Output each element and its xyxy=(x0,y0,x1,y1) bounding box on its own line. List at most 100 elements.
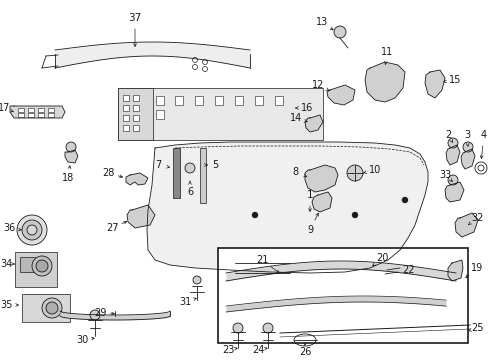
Circle shape xyxy=(352,212,358,218)
Circle shape xyxy=(347,165,363,181)
Bar xyxy=(195,96,203,105)
Bar xyxy=(255,96,263,105)
Polygon shape xyxy=(425,70,445,98)
Bar xyxy=(133,105,139,111)
Text: 35: 35 xyxy=(0,300,12,310)
Circle shape xyxy=(185,163,195,173)
Text: 31: 31 xyxy=(179,297,191,307)
Bar xyxy=(123,95,129,101)
Bar xyxy=(128,110,136,119)
Text: 18: 18 xyxy=(62,173,74,183)
Bar xyxy=(118,88,323,140)
Bar xyxy=(123,105,129,111)
Text: 33: 33 xyxy=(439,170,451,180)
Polygon shape xyxy=(305,115,323,132)
Bar xyxy=(48,113,54,117)
Polygon shape xyxy=(448,260,463,281)
Bar xyxy=(156,96,164,105)
Text: 28: 28 xyxy=(102,168,114,178)
Bar xyxy=(28,108,34,112)
Circle shape xyxy=(66,142,76,152)
Bar xyxy=(22,294,70,322)
Text: 5: 5 xyxy=(212,160,218,170)
Bar xyxy=(128,96,136,105)
Circle shape xyxy=(42,298,62,318)
Circle shape xyxy=(90,310,100,320)
Text: 30: 30 xyxy=(76,335,88,345)
Bar xyxy=(142,110,150,119)
Text: 11: 11 xyxy=(381,47,393,57)
Bar xyxy=(142,96,150,105)
Text: 36: 36 xyxy=(3,223,15,233)
Circle shape xyxy=(202,67,207,72)
Polygon shape xyxy=(126,173,148,185)
Circle shape xyxy=(27,225,37,235)
Bar xyxy=(235,96,243,105)
Polygon shape xyxy=(445,182,464,202)
Bar xyxy=(20,257,35,272)
Text: 14: 14 xyxy=(290,113,302,123)
Text: 25: 25 xyxy=(471,323,483,333)
Bar xyxy=(275,96,283,105)
Polygon shape xyxy=(65,150,78,163)
Circle shape xyxy=(22,220,42,240)
Text: 27: 27 xyxy=(106,223,118,233)
Polygon shape xyxy=(365,62,405,102)
Text: 22: 22 xyxy=(402,265,414,275)
Text: 32: 32 xyxy=(471,213,483,223)
Text: 10: 10 xyxy=(369,165,381,175)
Bar xyxy=(156,110,164,119)
Polygon shape xyxy=(446,145,460,165)
Text: 21: 21 xyxy=(256,255,268,265)
Circle shape xyxy=(36,260,48,272)
Circle shape xyxy=(202,59,207,64)
Bar xyxy=(48,108,54,112)
Circle shape xyxy=(463,142,473,152)
Bar xyxy=(215,96,223,105)
Circle shape xyxy=(193,64,197,69)
Circle shape xyxy=(193,276,201,284)
Circle shape xyxy=(478,165,484,171)
Circle shape xyxy=(263,323,273,333)
Bar xyxy=(133,95,139,101)
Circle shape xyxy=(334,26,346,38)
Text: 17: 17 xyxy=(0,103,10,113)
Polygon shape xyxy=(147,142,428,273)
Text: 8: 8 xyxy=(292,167,298,177)
Bar xyxy=(15,252,57,287)
Text: 37: 37 xyxy=(128,13,142,23)
Circle shape xyxy=(402,197,408,203)
Polygon shape xyxy=(327,85,355,105)
Bar xyxy=(38,113,44,117)
Text: 23: 23 xyxy=(222,345,234,355)
Circle shape xyxy=(378,268,386,276)
Bar xyxy=(133,125,139,131)
Polygon shape xyxy=(10,106,65,118)
Text: 12: 12 xyxy=(312,80,324,90)
Text: 2: 2 xyxy=(445,130,451,140)
Text: 6: 6 xyxy=(187,187,193,197)
Bar xyxy=(123,115,129,121)
Text: 1: 1 xyxy=(307,190,313,200)
Text: 24: 24 xyxy=(252,345,264,355)
Text: 34: 34 xyxy=(0,259,12,269)
Bar xyxy=(235,263,290,273)
Polygon shape xyxy=(312,192,332,212)
Polygon shape xyxy=(455,213,478,237)
Bar xyxy=(123,125,129,131)
Circle shape xyxy=(475,162,487,174)
Polygon shape xyxy=(461,149,475,169)
Circle shape xyxy=(46,302,58,314)
Circle shape xyxy=(448,175,458,185)
Circle shape xyxy=(252,212,258,218)
Text: 29: 29 xyxy=(94,308,106,318)
Circle shape xyxy=(448,138,458,148)
Polygon shape xyxy=(127,205,155,228)
Polygon shape xyxy=(305,165,338,192)
Circle shape xyxy=(233,323,243,333)
Circle shape xyxy=(193,58,197,63)
Circle shape xyxy=(17,215,47,245)
Bar xyxy=(18,108,24,112)
Circle shape xyxy=(32,256,52,276)
Text: 19: 19 xyxy=(471,263,483,273)
